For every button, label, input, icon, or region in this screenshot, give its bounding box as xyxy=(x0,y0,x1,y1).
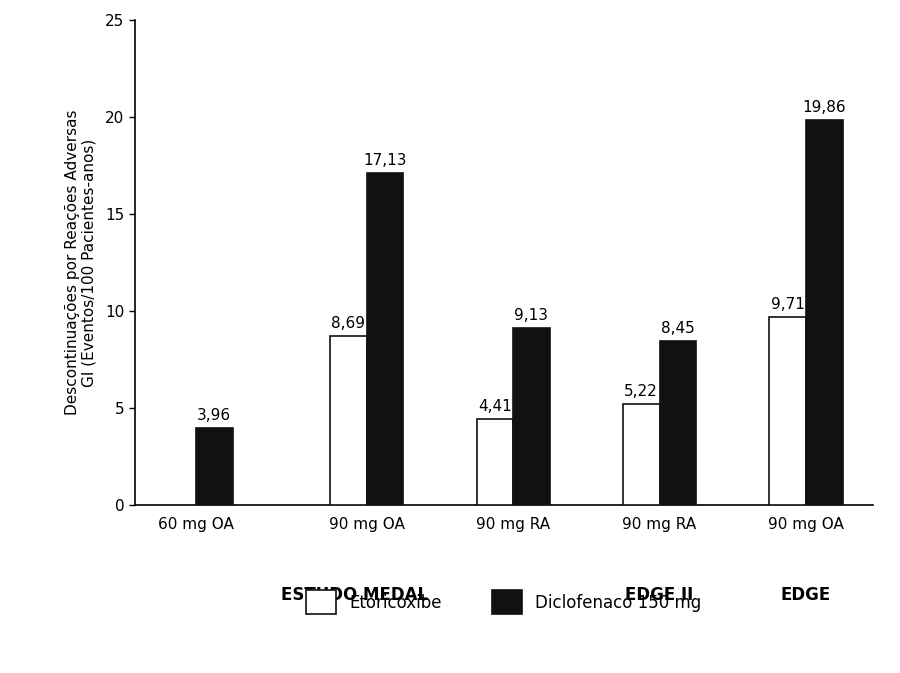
Text: 19,86: 19,86 xyxy=(803,100,846,115)
Bar xyxy=(623,404,660,505)
Text: 5,22: 5,22 xyxy=(625,384,658,398)
Text: 17,13: 17,13 xyxy=(364,153,407,168)
Bar xyxy=(770,316,806,505)
Text: EDGE II: EDGE II xyxy=(626,586,694,604)
Text: 9,13: 9,13 xyxy=(515,308,548,323)
Bar xyxy=(806,120,842,505)
Text: 9,71: 9,71 xyxy=(770,297,805,312)
Bar xyxy=(330,336,367,505)
Y-axis label: Descontinuações por Reações Adversas
GI (Eventos/100 Pacientes-anos): Descontinuações por Reações Adversas GI … xyxy=(65,110,97,415)
Bar xyxy=(196,428,232,505)
Bar xyxy=(513,328,550,505)
Legend: Etoricoxibe, Diclofenaco 150 mg: Etoricoxibe, Diclofenaco 150 mg xyxy=(298,582,710,623)
Bar xyxy=(367,173,403,505)
Text: ESTUDO MEDAL: ESTUDO MEDAL xyxy=(281,586,428,604)
Text: EDGE: EDGE xyxy=(781,586,831,604)
Bar xyxy=(477,419,513,505)
Text: 3,96: 3,96 xyxy=(197,408,231,423)
Text: 4,41: 4,41 xyxy=(478,400,512,415)
Text: 8,69: 8,69 xyxy=(331,316,365,332)
Bar xyxy=(660,341,696,505)
Text: 8,45: 8,45 xyxy=(661,321,695,336)
